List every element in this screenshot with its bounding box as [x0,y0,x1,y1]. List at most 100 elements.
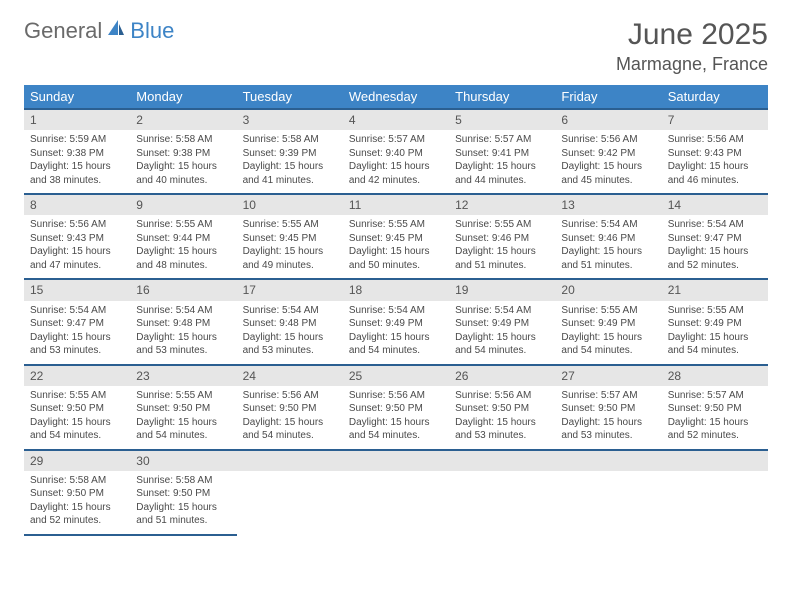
day-details: Sunrise: 5:58 AMSunset: 9:50 PMDaylight:… [130,471,236,534]
daylight-text-2: and 46 minutes. [668,174,762,188]
sunrise-text: Sunrise: 5:54 AM [668,218,762,232]
day-number: 9 [130,195,236,215]
calendar-cell: 1Sunrise: 5:59 AMSunset: 9:38 PMDaylight… [24,109,130,194]
day-number: 2 [130,110,236,130]
day-details: Sunrise: 5:57 AMSunset: 9:50 PMDaylight:… [555,386,661,449]
daylight-text-1: Daylight: 15 hours [668,416,762,430]
calendar-row: 1Sunrise: 5:59 AMSunset: 9:38 PMDaylight… [24,109,768,194]
calendar-cell: 27Sunrise: 5:57 AMSunset: 9:50 PMDayligh… [555,365,661,450]
calendar-cell: 4Sunrise: 5:57 AMSunset: 9:40 PMDaylight… [343,109,449,194]
sunrise-text: Sunrise: 5:55 AM [561,304,655,318]
sunset-text: Sunset: 9:50 PM [561,402,655,416]
daylight-text-2: and 47 minutes. [30,259,124,273]
sunrise-text: Sunrise: 5:55 AM [349,218,443,232]
daylight-text-2: and 50 minutes. [349,259,443,273]
sunset-text: Sunset: 9:45 PM [243,232,337,246]
daylight-text-2: and 54 minutes. [455,344,549,358]
day-number: 19 [449,280,555,300]
month-title: June 2025 [616,18,768,52]
sunset-text: Sunset: 9:49 PM [561,317,655,331]
day-number: 4 [343,110,449,130]
weekday-header: Saturday [662,85,768,109]
sunset-text: Sunset: 9:50 PM [243,402,337,416]
sunrise-text: Sunrise: 5:55 AM [30,389,124,403]
sunrise-text: Sunrise: 5:57 AM [561,389,655,403]
sunrise-text: Sunrise: 5:58 AM [136,133,230,147]
daylight-text-1: Daylight: 15 hours [668,245,762,259]
sunset-text: Sunset: 9:38 PM [30,147,124,161]
sail-icon [106,18,126,44]
day-number: 30 [130,451,236,471]
calendar-cell-empty [237,450,343,535]
calendar-cell: 28Sunrise: 5:57 AMSunset: 9:50 PMDayligh… [662,365,768,450]
daylight-text-2: and 54 minutes. [349,429,443,443]
daylight-text-1: Daylight: 15 hours [136,331,230,345]
calendar-cell: 25Sunrise: 5:56 AMSunset: 9:50 PMDayligh… [343,365,449,450]
calendar-row: 8Sunrise: 5:56 AMSunset: 9:43 PMDaylight… [24,194,768,279]
sunrise-text: Sunrise: 5:56 AM [455,389,549,403]
sunset-text: Sunset: 9:42 PM [561,147,655,161]
daylight-text-2: and 48 minutes. [136,259,230,273]
sunset-text: Sunset: 9:46 PM [455,232,549,246]
brand-logo: General Blue [24,18,174,44]
sunset-text: Sunset: 9:39 PM [243,147,337,161]
calendar-cell: 29Sunrise: 5:58 AMSunset: 9:50 PMDayligh… [24,450,130,535]
daylight-text-1: Daylight: 15 hours [349,160,443,174]
daylight-text-2: and 54 minutes. [243,429,337,443]
title-block: June 2025 Marmagne, France [616,18,768,75]
daylight-text-2: and 54 minutes. [30,429,124,443]
day-number: 17 [237,280,343,300]
sunrise-text: Sunrise: 5:56 AM [30,218,124,232]
daylight-text-1: Daylight: 15 hours [455,245,549,259]
daylight-text-1: Daylight: 15 hours [30,501,124,515]
sunrise-text: Sunrise: 5:58 AM [30,474,124,488]
day-number: 14 [662,195,768,215]
daylight-text-2: and 52 minutes. [668,259,762,273]
sunrise-text: Sunrise: 5:57 AM [668,389,762,403]
daylight-text-2: and 52 minutes. [30,514,124,528]
sunset-text: Sunset: 9:41 PM [455,147,549,161]
sunset-text: Sunset: 9:47 PM [30,317,124,331]
daylight-text-2: and 53 minutes. [30,344,124,358]
calendar-cell-empty [555,450,661,535]
daylight-text-1: Daylight: 15 hours [455,331,549,345]
weekday-header: Monday [130,85,236,109]
sunrise-text: Sunrise: 5:54 AM [561,218,655,232]
day-details: Sunrise: 5:55 AMSunset: 9:49 PMDaylight:… [555,301,661,364]
day-number: 21 [662,280,768,300]
daylight-text-1: Daylight: 15 hours [136,501,230,515]
day-number: 11 [343,195,449,215]
daylight-text-2: and 54 minutes. [136,429,230,443]
weekday-header: Tuesday [237,85,343,109]
sunset-text: Sunset: 9:49 PM [668,317,762,331]
day-number: 25 [343,366,449,386]
calendar-cell: 6Sunrise: 5:56 AMSunset: 9:42 PMDaylight… [555,109,661,194]
daylight-text-1: Daylight: 15 hours [136,416,230,430]
day-number: 28 [662,366,768,386]
daylight-text-1: Daylight: 15 hours [668,331,762,345]
calendar-cell: 10Sunrise: 5:55 AMSunset: 9:45 PMDayligh… [237,194,343,279]
day-number: 1 [24,110,130,130]
calendar-cell: 30Sunrise: 5:58 AMSunset: 9:50 PMDayligh… [130,450,236,535]
sunset-text: Sunset: 9:47 PM [668,232,762,246]
day-number: 29 [24,451,130,471]
daylight-text-2: and 45 minutes. [561,174,655,188]
day-details: Sunrise: 5:54 AMSunset: 9:47 PMDaylight:… [24,301,130,364]
daylight-text-1: Daylight: 15 hours [243,331,337,345]
sunrise-text: Sunrise: 5:54 AM [243,304,337,318]
calendar-table: Sunday Monday Tuesday Wednesday Thursday… [24,85,768,536]
daylight-text-2: and 53 minutes. [455,429,549,443]
calendar-row: 29Sunrise: 5:58 AMSunset: 9:50 PMDayligh… [24,450,768,535]
weekday-header-row: Sunday Monday Tuesday Wednesday Thursday… [24,85,768,109]
sunset-text: Sunset: 9:50 PM [136,402,230,416]
day-details: Sunrise: 5:55 AMSunset: 9:45 PMDaylight:… [343,215,449,278]
sunset-text: Sunset: 9:40 PM [349,147,443,161]
calendar-cell: 2Sunrise: 5:58 AMSunset: 9:38 PMDaylight… [130,109,236,194]
day-number: 10 [237,195,343,215]
daylight-text-2: and 53 minutes. [136,344,230,358]
weekday-header: Friday [555,85,661,109]
sunset-text: Sunset: 9:50 PM [30,402,124,416]
day-details: Sunrise: 5:55 AMSunset: 9:46 PMDaylight:… [449,215,555,278]
sunset-text: Sunset: 9:49 PM [455,317,549,331]
day-details: Sunrise: 5:57 AMSunset: 9:50 PMDaylight:… [662,386,768,449]
